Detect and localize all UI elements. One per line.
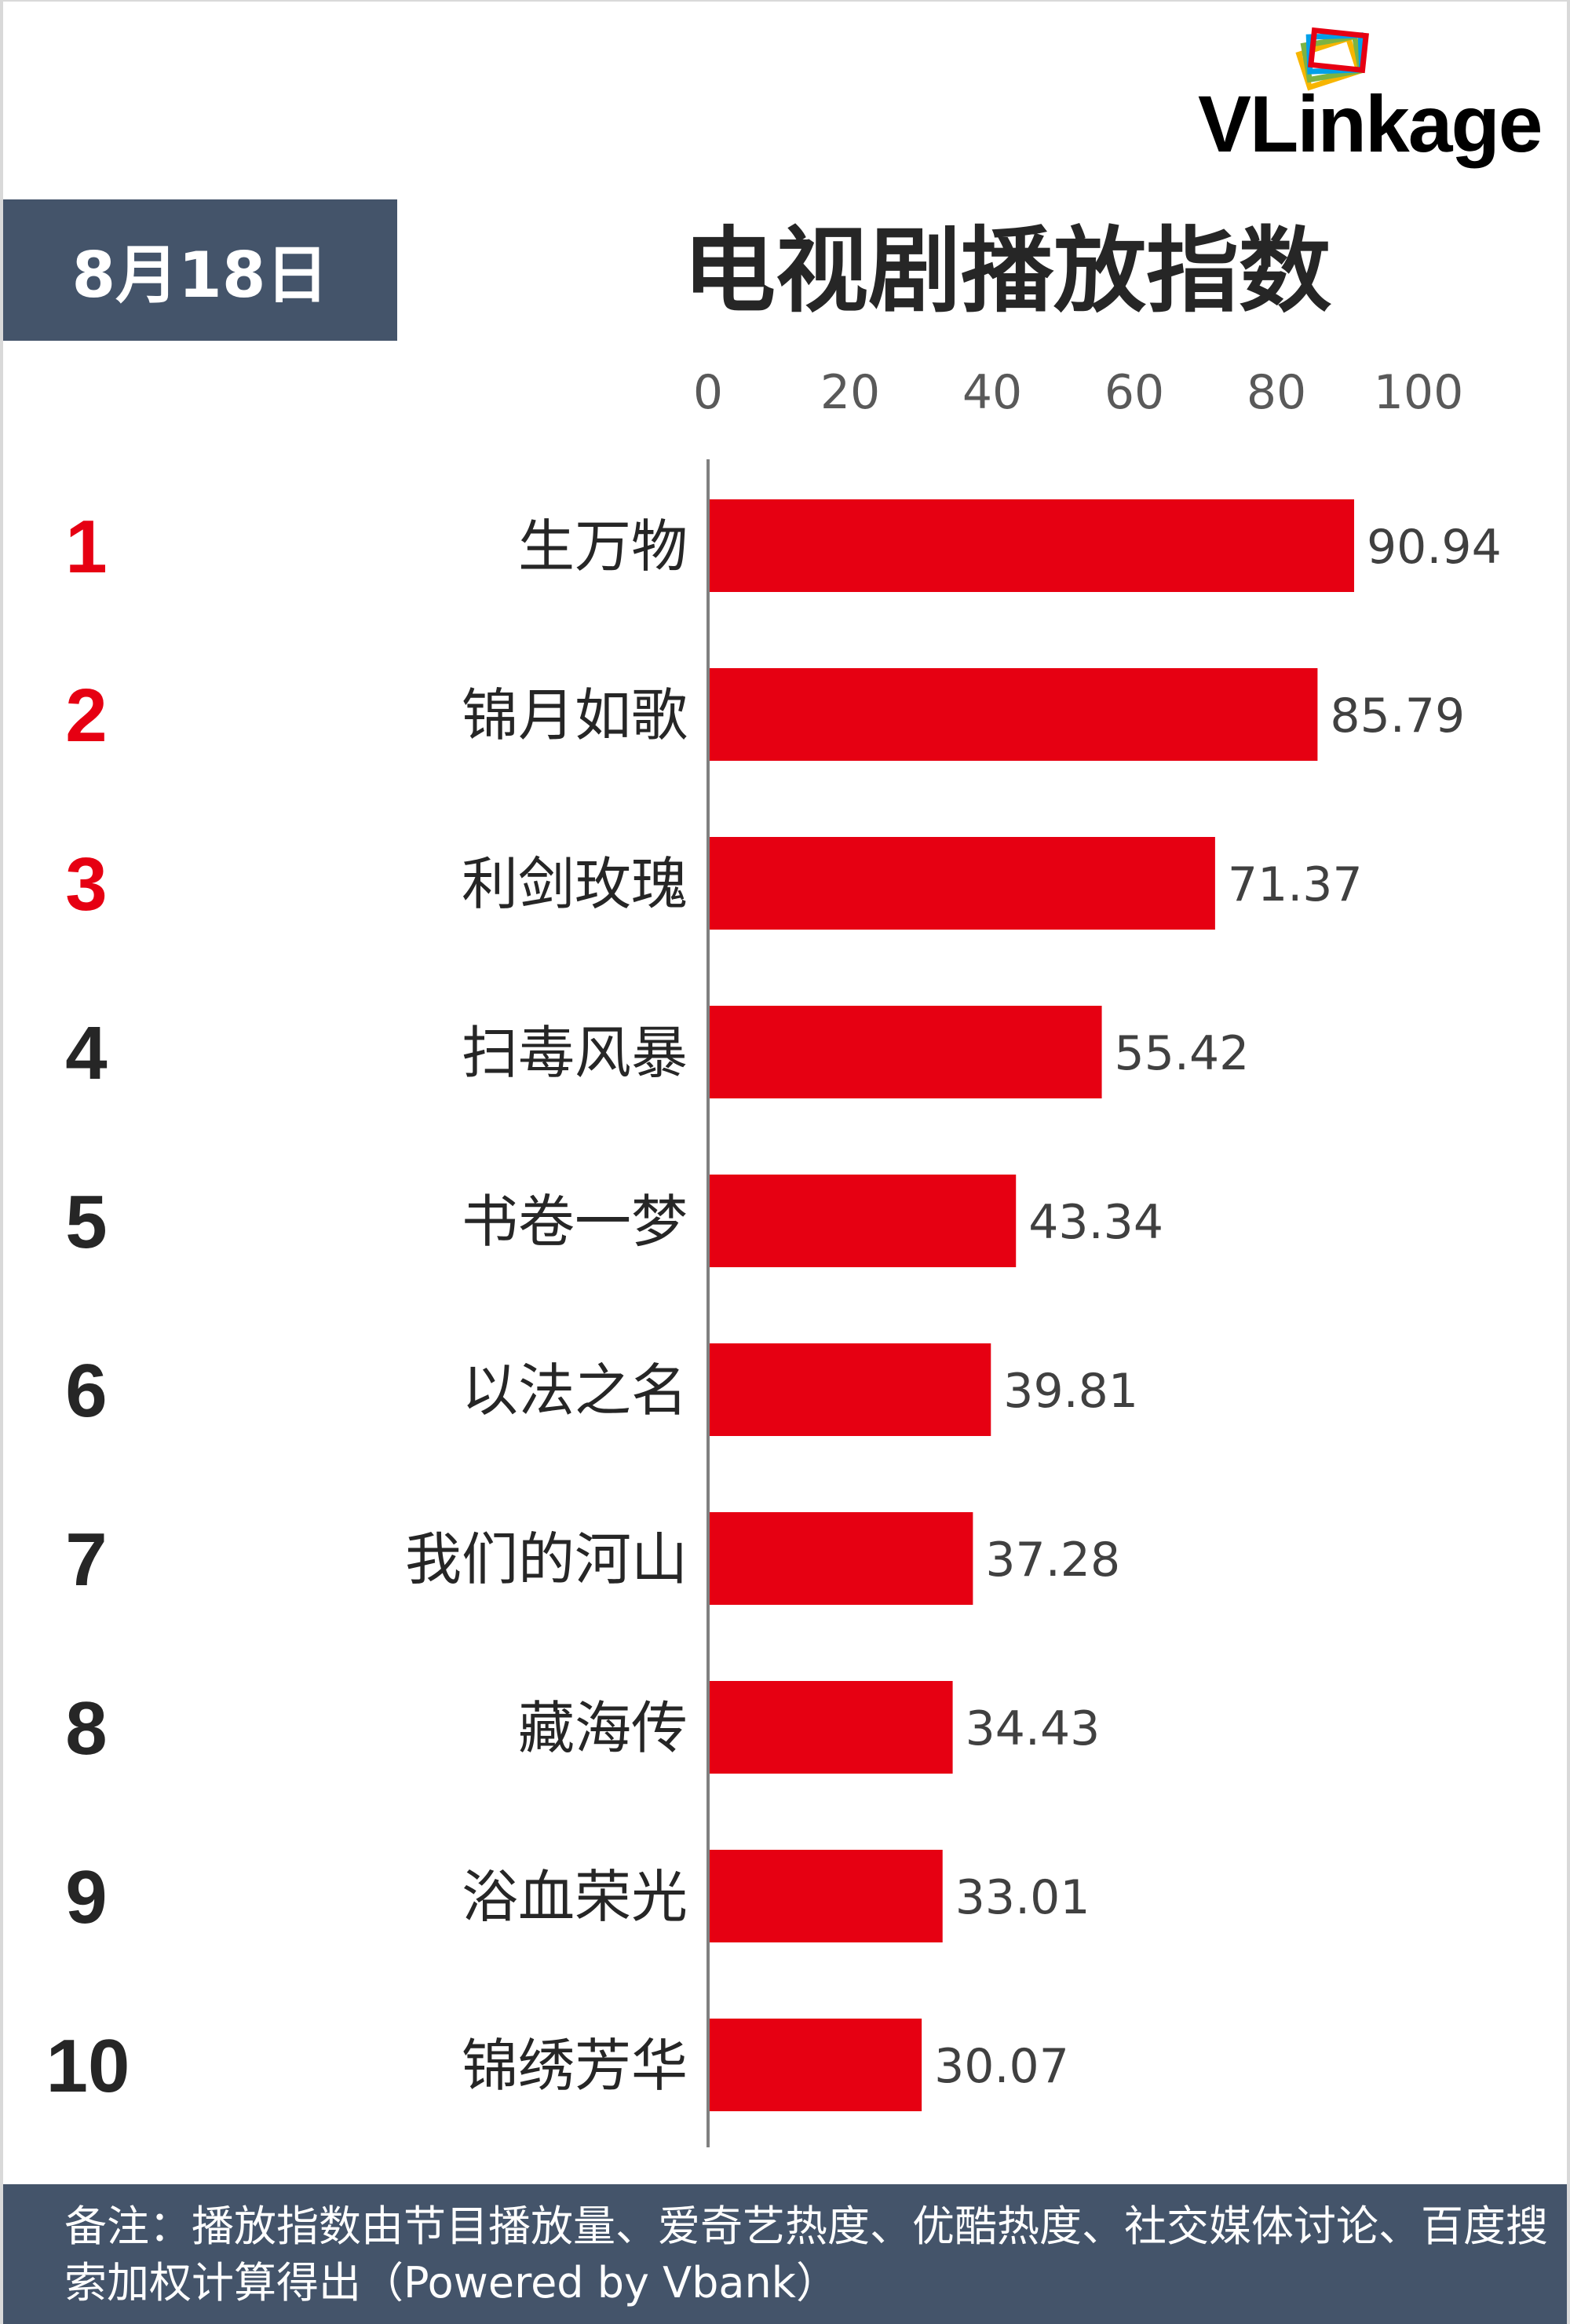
date-badge: 8月18日 [3, 199, 397, 341]
footer-note-box: 备注：播放指数由节目播放量、爱奇艺热度、优酷热度、社交媒体讨论、百度搜索加权计算… [3, 2184, 1567, 2324]
category-label: 生万物 [518, 513, 688, 579]
rank-number: 1 [65, 505, 107, 589]
category-label: 浴血荣光 [462, 1864, 688, 1930]
bar [710, 1512, 973, 1605]
date-label: 8月18日 [71, 239, 329, 312]
category-label: 我们的河山 [405, 1526, 688, 1592]
value-label: 55.42 [1115, 1026, 1250, 1081]
rank-number: 2 [65, 674, 107, 758]
page-title: 电视剧播放指数 [683, 217, 1332, 325]
vlinkage-logo: VLinkage [1193, 24, 1554, 181]
category-label: 书卷一梦 [462, 1189, 688, 1255]
bar [710, 1343, 991, 1436]
logo-cards-icon [1295, 27, 1369, 91]
logo-wordmark: VLinkage [1198, 79, 1543, 169]
value-label: 85.79 [1330, 689, 1465, 744]
rank-number: 7 [65, 1518, 107, 1602]
rank-number: 4 [65, 1011, 107, 1095]
value-label: 43.34 [1028, 1195, 1163, 1250]
bar [710, 668, 1318, 761]
category-label: 锦月如歌 [462, 682, 688, 748]
category-label: 利剑玫瑰 [462, 851, 688, 917]
x-tick-label: 100 [1374, 365, 1464, 420]
category-label: 藏海传 [518, 1695, 688, 1761]
bar [710, 499, 1355, 592]
x-tick-label: 80 [1247, 365, 1306, 420]
x-tick-label: 40 [962, 365, 1022, 420]
rank-number: 3 [65, 842, 107, 926]
bar [710, 1006, 1102, 1098]
x-tick-label: 60 [1104, 365, 1164, 420]
x-tick-label: 20 [820, 365, 880, 420]
footer-note: 备注：播放指数由节目播放量、爱奇艺热度、优酷热度、社交媒体讨论、百度搜索加权计算… [64, 2202, 1548, 2308]
bar [710, 1850, 943, 1942]
value-label: 33.01 [955, 1870, 1090, 1925]
bar-chart: 0 20 40 60 80 100 1 生万物 90.94 2 锦月如歌 85.79 3 利剑玫瑰 71.3… [46, 365, 1502, 2147]
value-label: 90.94 [1367, 520, 1502, 575]
rank-number: 9 [65, 1855, 107, 1939]
bar [710, 2019, 922, 2111]
rank-number: 8 [65, 1686, 107, 1770]
category-label: 扫毒风暴 [462, 1020, 688, 1086]
bar [710, 1681, 953, 1774]
bar [710, 837, 1215, 930]
value-label: 39.81 [1003, 1364, 1138, 1419]
category-label: 锦绣芳华 [462, 2033, 688, 2099]
value-label: 37.28 [985, 1533, 1120, 1588]
value-label: 30.07 [934, 2039, 1069, 2094]
rank-number: 10 [46, 2024, 130, 2108]
value-label: 71.37 [1228, 857, 1363, 912]
value-label: 34.43 [966, 1701, 1101, 1756]
category-label: 以法之名 [462, 1357, 688, 1423]
x-tick-label: 0 [693, 365, 723, 420]
rank-number: 5 [65, 1180, 107, 1264]
rank-number: 6 [65, 1349, 107, 1433]
bar [710, 1175, 1017, 1267]
